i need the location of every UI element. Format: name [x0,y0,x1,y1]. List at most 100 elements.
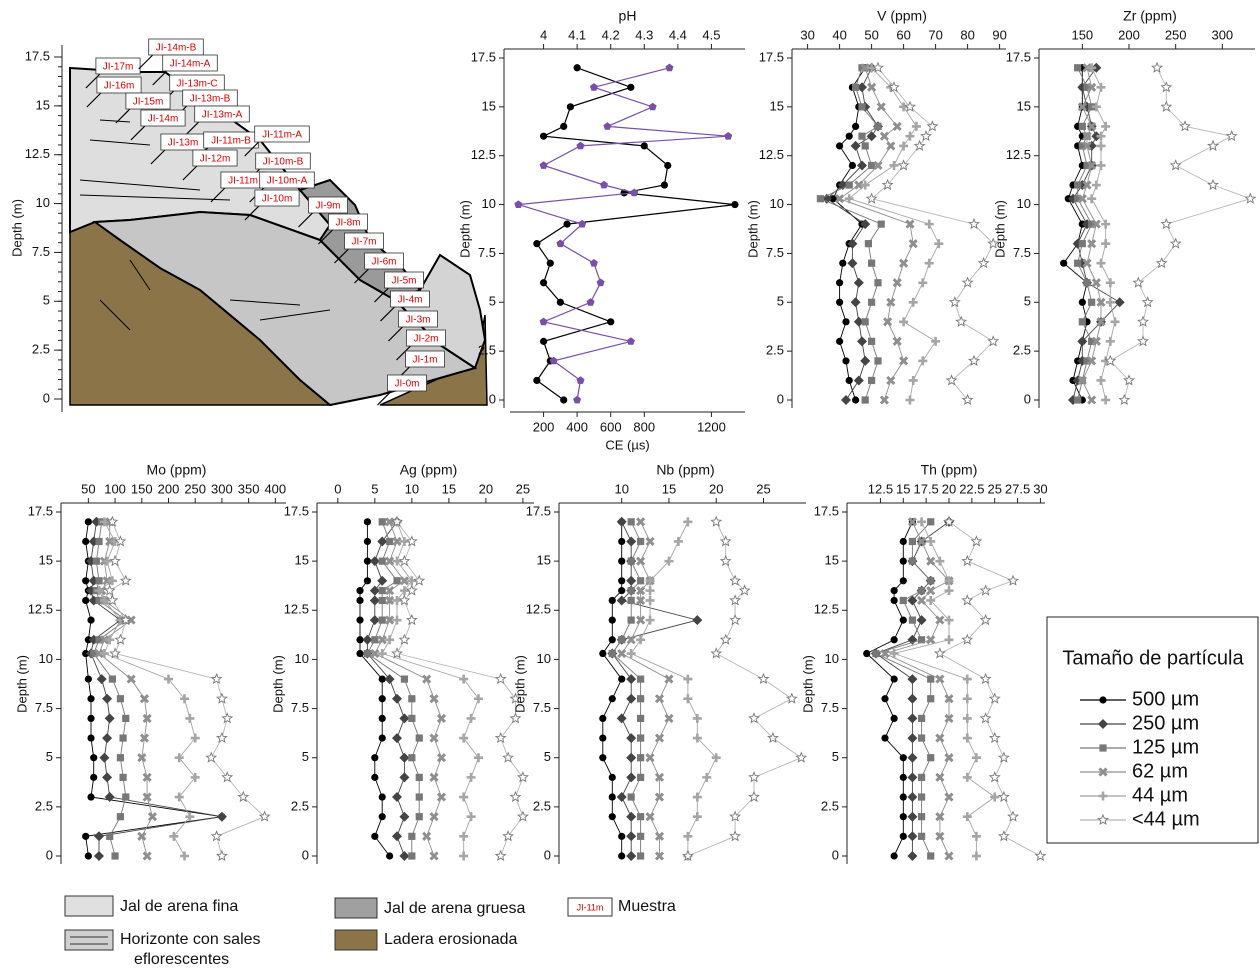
marker [385,556,395,566]
x-tick-label: 50 [864,27,878,42]
marker [514,200,523,208]
marker [654,851,665,861]
marker [861,396,869,404]
marker [626,693,637,704]
marker [84,636,92,644]
marker [926,120,939,132]
marker [1098,791,1108,801]
marker [539,337,548,345]
marker [169,831,179,841]
y-tick-label: 10 [537,651,551,666]
y-tick-label: 7.5 [533,700,551,715]
marker [1098,767,1108,777]
y-tick-label: 12.5 [28,602,53,617]
marker [82,577,90,585]
marker [1096,82,1106,92]
marker [861,142,869,150]
marker [608,813,616,821]
y-tick-label: 12.5 [25,146,50,161]
marker [391,647,403,659]
marker [107,576,117,586]
marker [392,556,402,566]
key-label: Jal de arena fina [120,898,238,915]
marker [586,298,595,306]
marker [560,122,568,130]
marker [399,752,410,763]
marker [109,554,121,567]
marker [664,674,674,684]
marker [724,132,733,140]
marker [105,536,115,547]
marker [185,812,195,822]
series-line [98,521,153,857]
marker [683,831,693,841]
marker [1105,336,1115,346]
marker [99,752,110,763]
marker [626,337,635,345]
y-tick-label: 17.5 [28,503,53,518]
marker [881,695,889,703]
y-tick-label: 12.5 [1006,147,1031,162]
x-tick-label: 15 [896,481,910,496]
marker [415,734,423,742]
marker [899,773,907,781]
marker [845,181,853,189]
marker [920,130,932,142]
marker [886,375,896,386]
marker [927,695,935,703]
marker [509,790,522,803]
marker [645,595,655,605]
marker [356,587,364,595]
marker [961,393,974,405]
marker [616,792,627,802]
marker [1078,240,1086,248]
marker [539,317,548,326]
marker [1082,63,1092,73]
marker [363,577,372,585]
marker [1225,130,1238,142]
sample-arrow [150,149,166,165]
marker [926,556,936,566]
x-tick-label: 27.5 [1005,481,1030,496]
marker [399,851,410,861]
marker [626,536,637,547]
marker [618,587,626,595]
marker [566,103,575,111]
marker [879,131,889,141]
y-axis-label: Depth (m) [457,200,472,258]
marker [917,793,926,801]
marker [84,852,92,860]
marker [1091,102,1101,112]
marker [1096,297,1106,307]
marker [979,672,992,685]
marker [962,733,972,743]
marker [104,792,115,802]
y-tick-label: 10 [1017,196,1031,211]
marker [1087,63,1097,73]
marker [907,693,918,704]
marker [405,613,418,626]
series-line [838,67,914,401]
marker [616,713,627,724]
y-tick-label: 17.5 [759,49,784,64]
marker [137,831,147,841]
marker [899,832,907,840]
marker [627,587,635,595]
sample-label: JI-10m [262,194,293,205]
marker [892,278,902,288]
marker [599,734,607,742]
sample-label: JI-6m [372,257,397,268]
marker [87,734,95,742]
marker [926,595,936,605]
sample-label: JI-13m [168,138,199,149]
marker [608,636,616,644]
marker [913,139,926,151]
sample-arrow [138,54,154,70]
marker [692,713,702,723]
marker [729,810,742,822]
marker [371,754,379,762]
sample-tag [254,189,300,207]
x-tick-label: 4.1 [568,27,586,42]
marker [1132,276,1145,288]
